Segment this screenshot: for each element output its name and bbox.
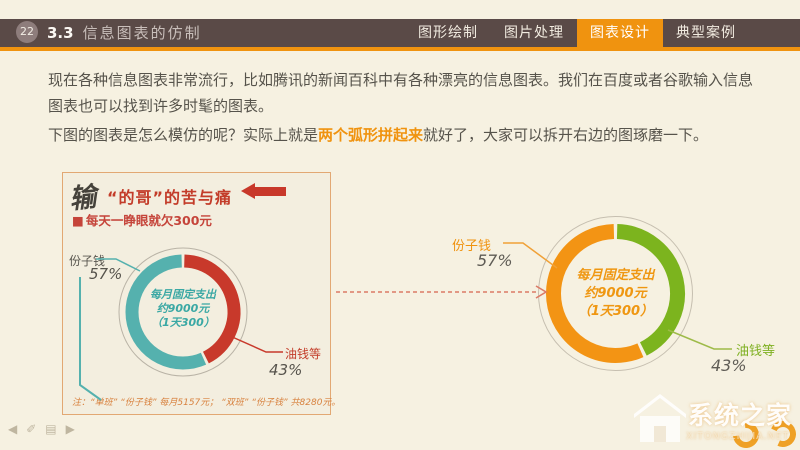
- original-infographic-box: 输 “的哥”的苦与痛 ■ 每天一睁眼就欠300元 份子钱 57% 每月固定支出 约…: [62, 172, 340, 415]
- paragraph-howto: 下图的图表是怎么模仿的呢？实际上就是两个弧形拼起来就好了，大家可以拆开右边的图琢…: [48, 122, 778, 148]
- tab-image-processing[interactable]: 图片处理: [504, 25, 564, 41]
- prev-slide-icon[interactable]: ◀: [8, 422, 18, 436]
- header-bar: [0, 19, 800, 47]
- paragraph-howto-before: 下图的图表是怎么模仿的呢？实际上就是: [48, 126, 319, 144]
- slide-menu-icon[interactable]: ▤: [45, 422, 57, 436]
- house-logo-icon: [634, 394, 686, 442]
- red-left-arrow-icon: [241, 183, 287, 199]
- outer-circle: [118, 247, 248, 377]
- label-youqian-right: 油钱等: [736, 344, 776, 359]
- tab-chart-design[interactable]: 图表设计: [577, 19, 663, 47]
- page-title: 3.3 信息图表的仿制: [47, 19, 202, 47]
- section-number: 3.3: [47, 24, 74, 42]
- square-bullet-icon: ■: [72, 213, 84, 228]
- pen-tool-icon[interactable]: ✐: [26, 422, 37, 436]
- header-accent-line: [0, 47, 800, 51]
- donut-segment-fenziqian: [125, 254, 207, 370]
- donut-segment-fenziqian: [546, 224, 644, 363]
- donut-segment-youqian: [183, 254, 241, 364]
- infographic-subtitle: ■ 每天一睁眼就欠300元: [72, 210, 212, 229]
- next-slide-icon[interactable]: ▶: [65, 422, 75, 436]
- donut-chart-original: [118, 247, 248, 377]
- watermark-ring-icon: [766, 417, 800, 450]
- paragraph-intro: 现在各种信息图表非常流行，比如腾讯的新闻百科中有各种漂亮的信息图表。我们在百度或…: [48, 71, 754, 115]
- pct-youqian-right: 43%: [711, 356, 747, 375]
- infographic-subtitle-text: 每天一睁眼就欠300元: [85, 213, 212, 228]
- label-youqian-left: 油钱等: [285, 347, 322, 361]
- donut-segment-youqian: [616, 224, 685, 356]
- donut-center-text-original: 每月固定支出 约9000元 （1天300）: [150, 288, 216, 329]
- watermark-site-name: 系统之家: [688, 401, 793, 430]
- paragraph-howto-after: 就好了，大家可以拆开右边的图琢磨一下。: [423, 126, 709, 144]
- donut-center-text-recreated: 每月固定支出 约9000元 （1天300）: [576, 268, 655, 319]
- paragraph-howto-highlight: 两个弧形拼起来: [318, 126, 424, 144]
- infographic-title: “的哥”的苦与痛: [107, 188, 233, 207]
- slideshow-controls: ◀ ✐ ▤ ▶: [8, 422, 75, 436]
- slide-number-badge: 22: [16, 21, 38, 43]
- site-watermark: 系统之家 XITONGZHIJIA.NET: [630, 392, 800, 450]
- watermark-site-domain: XITONGZHIJIA.NET: [686, 431, 790, 442]
- infographic-footnote: 注：“单班” “份子钱” 每月5157元； “双班” “份子钱” 共8280元。: [72, 398, 341, 408]
- tab-typical-cases[interactable]: 典型案例: [676, 25, 736, 41]
- label-fenziqian-right: 份子钱: [452, 239, 492, 254]
- section-title: 信息图表的仿制: [82, 24, 202, 42]
- tab-graphic-drawing[interactable]: 图形绘制: [418, 25, 478, 41]
- pct-youqian-left: 43%: [269, 361, 303, 379]
- pct-fenziqian-right: 57%: [477, 251, 513, 270]
- watermark-ring-icon: [727, 416, 765, 450]
- header-tabs: 图形绘制 图片处理 图表设计 典型案例: [405, 19, 749, 47]
